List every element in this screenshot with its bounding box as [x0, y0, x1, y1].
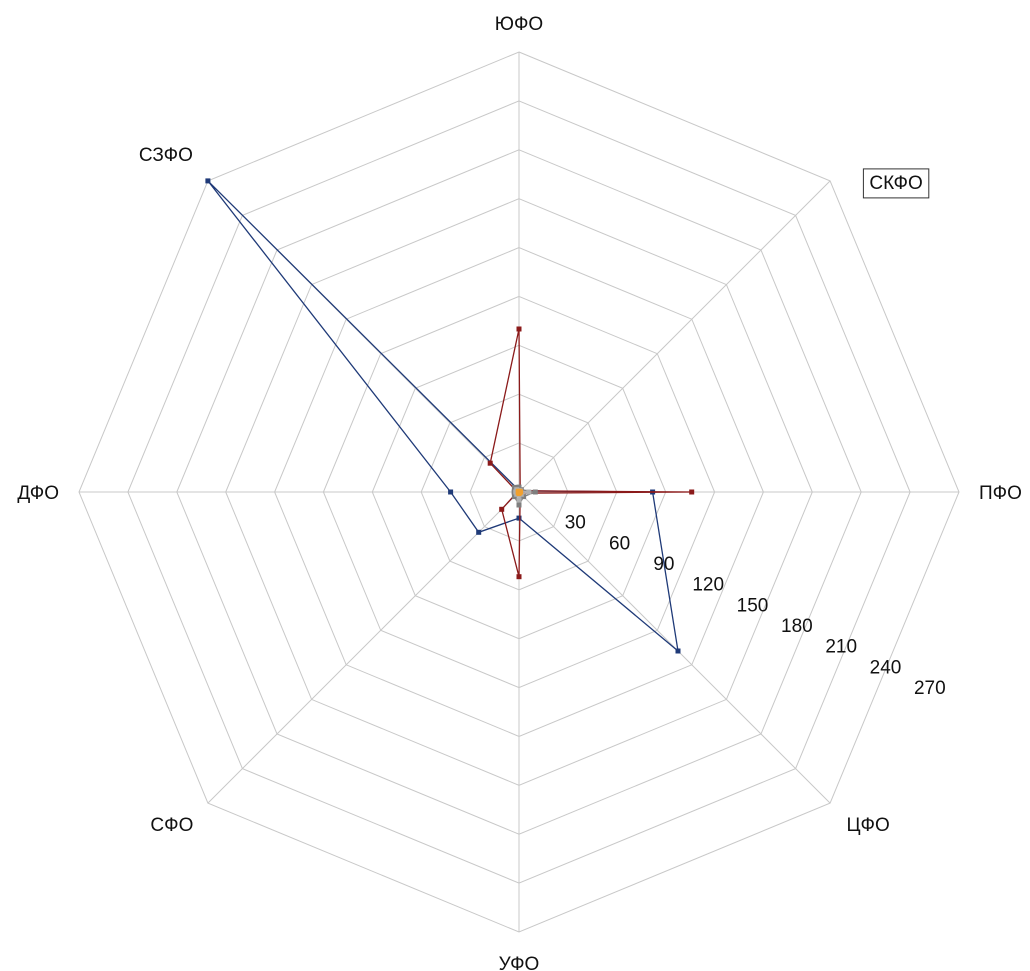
data-point — [689, 489, 695, 495]
data-point — [515, 488, 521, 494]
axis-spoke — [207, 491, 520, 804]
data-point — [516, 484, 522, 490]
radial-tick-label: 90 — [653, 554, 674, 575]
data-point — [526, 489, 532, 495]
category-labels: ЮФО СКФО ПФО ЦФО УФО СФО ДФО СЗФО — [17, 14, 1022, 971]
category-label: ЦФО — [846, 815, 889, 836]
series-5 — [515, 488, 524, 497]
category-label: СЗФО — [139, 145, 193, 166]
data-point — [499, 506, 505, 512]
data-point — [675, 648, 681, 654]
data-point — [532, 489, 538, 495]
radial-tick-label: 60 — [609, 533, 630, 554]
data-point — [516, 497, 522, 503]
data-point — [476, 529, 482, 535]
radial-tick-label: 210 — [825, 637, 857, 658]
category-label: ЮФО — [495, 14, 543, 35]
radial-tick-label: 150 — [737, 595, 769, 616]
category-label: СКФО — [869, 173, 922, 194]
data-point — [516, 574, 522, 580]
data-point — [487, 460, 493, 466]
category-label: ДФО — [17, 483, 59, 504]
category-label: СФО — [150, 815, 193, 836]
data-point — [516, 326, 522, 332]
data-point — [448, 489, 454, 495]
series-layer — [205, 178, 695, 654]
category-label: УФО — [499, 954, 540, 971]
axis-spoke — [518, 180, 831, 493]
radial-tick-label: 240 — [870, 657, 902, 678]
category-label: ПФО — [979, 483, 1022, 504]
data-point — [516, 502, 522, 508]
radial-tick-label: 180 — [781, 616, 813, 637]
radial-tick-label: 270 — [914, 678, 946, 699]
category-label-frame — [862, 168, 930, 199]
radial-tick-label: 120 — [692, 575, 724, 596]
data-point — [205, 178, 211, 184]
series-line — [489, 328, 692, 577]
radial-tick-label: 30 — [565, 513, 586, 534]
data-point — [516, 515, 522, 521]
radial-tick-labels: 30 60 90 120 150 180 210 240 270 — [565, 513, 946, 699]
